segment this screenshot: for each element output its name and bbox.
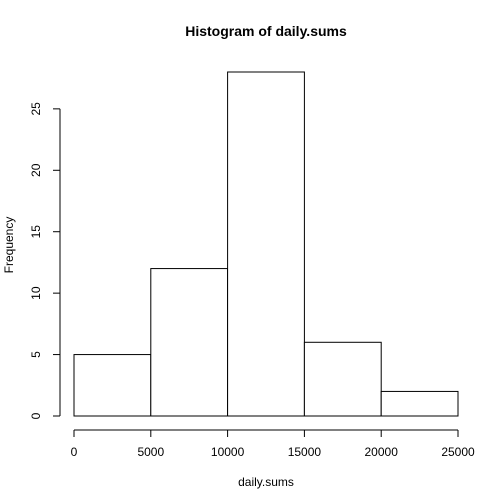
x-tick-label: 10000 — [211, 445, 245, 459]
y-tick-label: 10 — [29, 286, 43, 300]
x-tick-label: 0 — [71, 445, 78, 459]
y-tick-label: 20 — [29, 163, 43, 177]
y-tick-label: 5 — [29, 351, 43, 358]
histogram-bar — [227, 71, 305, 417]
y-tick-label: 15 — [29, 225, 43, 239]
histogram-bar — [150, 268, 229, 417]
histogram-bar — [380, 390, 459, 417]
x-tick-label: 5000 — [137, 445, 164, 459]
chart-title: Histogram of daily.sums — [185, 23, 347, 39]
x-tick-label: 25000 — [441, 445, 475, 459]
bars-group — [73, 71, 459, 417]
y-tick-label: 25 — [29, 102, 43, 116]
histogram-bar — [303, 341, 382, 417]
y-tick-label: 0 — [29, 412, 43, 419]
histogram-bar — [73, 354, 152, 417]
y-axis: 0 5 10 15 20 25 — [29, 102, 61, 419]
x-axis: 0 5000 10000 15000 20000 25000 — [71, 429, 475, 459]
x-tick-label: 20000 — [365, 445, 399, 459]
y-axis-label: Frequency — [2, 217, 16, 274]
x-axis-label: daily.sums — [238, 475, 294, 489]
x-tick-label: 15000 — [288, 445, 322, 459]
